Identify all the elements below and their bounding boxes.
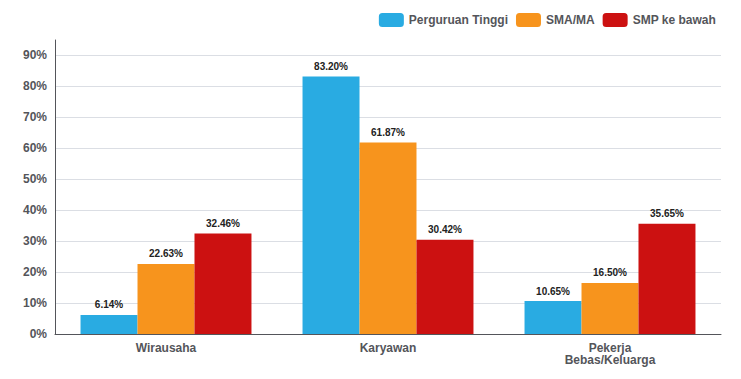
svg-text:0%: 0% (30, 327, 48, 341)
svg-text:50%: 50% (23, 172, 47, 186)
svg-text:30%: 30% (23, 234, 47, 248)
svg-text:32.46%: 32.46% (206, 218, 240, 229)
svg-text:10%: 10% (23, 296, 47, 310)
svg-text:35.65%: 35.65% (650, 208, 684, 219)
svg-text:22.63%: 22.63% (149, 248, 183, 259)
svg-text:30.42%: 30.42% (428, 224, 462, 235)
svg-text:20%: 20% (23, 265, 47, 279)
svg-text:83.20%: 83.20% (314, 61, 348, 72)
svg-text:6.14%: 6.14% (95, 299, 123, 310)
svg-text:SMP ke bawah: SMP ke bawah (633, 13, 716, 27)
svg-text:Bebas/Keluarga: Bebas/Keluarga (565, 353, 656, 367)
svg-text:40%: 40% (23, 203, 47, 217)
svg-text:Pekerja: Pekerja (588, 341, 632, 355)
svg-text:80%: 80% (23, 79, 47, 93)
svg-text:Perguruan Tinggi: Perguruan Tinggi (409, 13, 508, 27)
svg-text:10.65%: 10.65% (536, 286, 570, 297)
svg-text:Karyawan: Karyawan (360, 341, 417, 355)
svg-text:70%: 70% (23, 110, 47, 124)
svg-text:16.50%: 16.50% (593, 267, 627, 278)
svg-text:Wirausaha: Wirausaha (136, 341, 197, 355)
svg-text:61.87%: 61.87% (371, 127, 405, 138)
svg-text:SMA/MA: SMA/MA (546, 13, 595, 27)
svg-text:90%: 90% (23, 48, 47, 62)
svg-text:60%: 60% (23, 141, 47, 155)
